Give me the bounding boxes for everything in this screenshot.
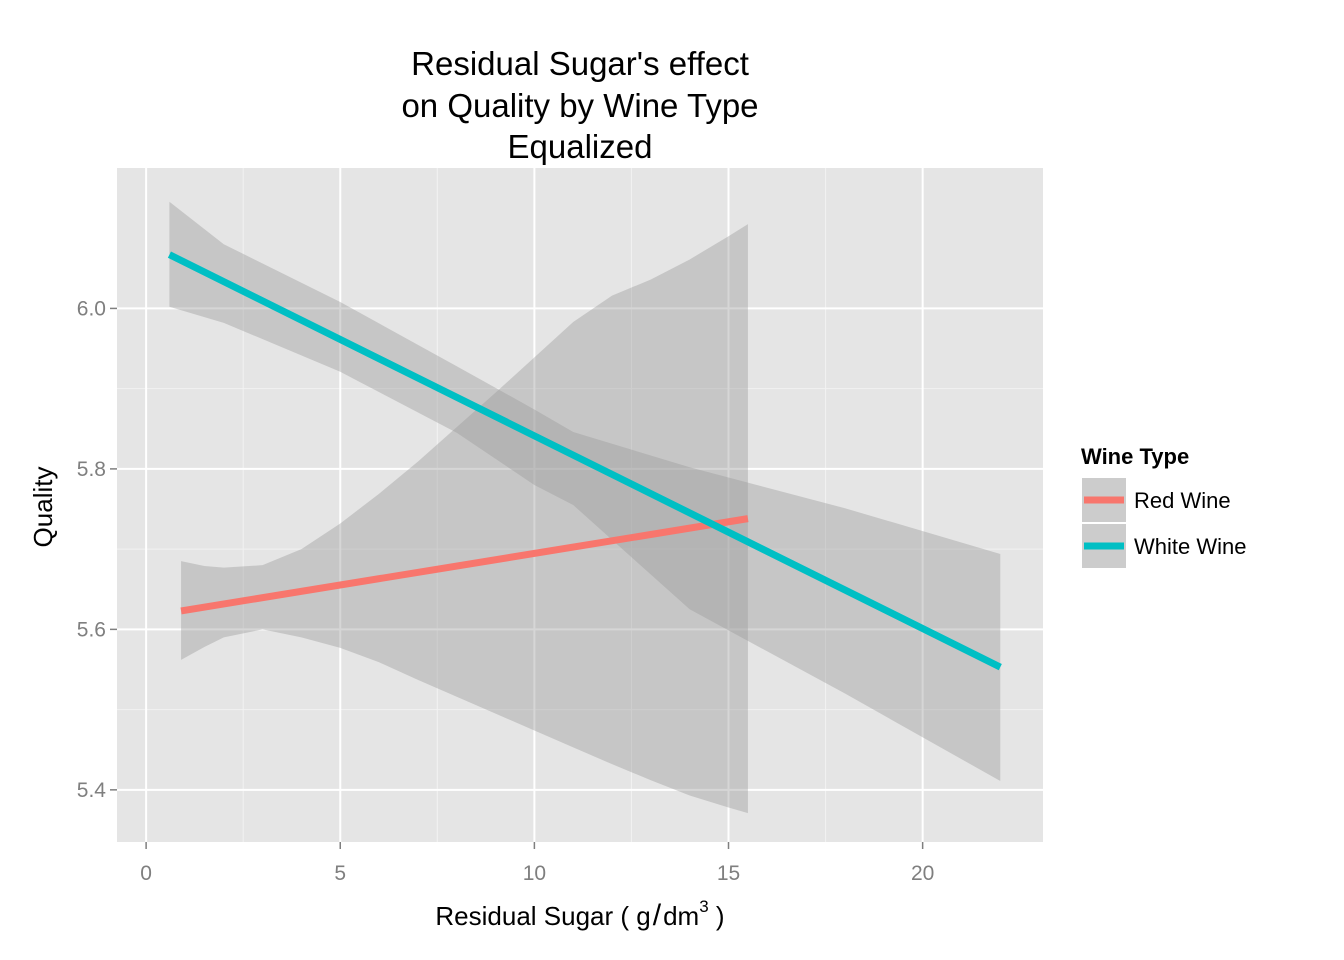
chart-title-line-1: Residual Sugar's effect: [411, 45, 749, 82]
legend-title: Wine Type: [1081, 444, 1189, 469]
chart-title-line-3: Equalized: [508, 128, 653, 165]
y-axis-ticks: 5.4 5.6 5.8 6.0: [77, 297, 117, 802]
legend-keys: Red Wine White Wine: [1080, 476, 1246, 570]
series-line: [180, 515, 749, 615]
confidence-band: [181, 224, 748, 814]
x-axis-title-unit: dm: [663, 901, 699, 931]
chart-title-line-2: on Quality by Wine Type: [401, 87, 758, 124]
legend: Wine Type Red Wine White Wine: [1080, 444, 1246, 570]
y-tick-label: 6.0: [77, 297, 106, 320]
legend-label: Red Wine: [1134, 488, 1231, 513]
y-tick-label: 5.6: [77, 618, 106, 641]
chart-title: Residual Sugar's effect on Quality by Wi…: [401, 45, 758, 165]
y-tick-label: 5.8: [77, 458, 106, 481]
y-axis-title: Quality: [28, 467, 58, 548]
y-tick-label: 5.4: [77, 779, 107, 802]
x-axis-title-close: ): [709, 901, 725, 931]
series-line: [167, 251, 1002, 671]
regression-lines: [167, 251, 1002, 671]
x-tick-label: 0: [140, 862, 152, 885]
x-axis-ticks: 0 5 10 15 20: [140, 842, 934, 885]
x-tick-label: 10: [523, 862, 546, 885]
x-tick-label: 20: [911, 862, 934, 885]
x-axis-title: Residual Sugar ( g/dm3 ): [435, 897, 724, 932]
legend-label: White Wine: [1134, 534, 1246, 559]
x-axis-title-main: Residual Sugar ( g: [435, 901, 650, 931]
x-tick-label: 15: [717, 862, 740, 885]
confidence-band: [169, 201, 1001, 782]
confidence-bands: [169, 201, 1001, 814]
x-axis-title-slash: /: [653, 899, 662, 932]
x-axis-title-superscript: 3: [699, 897, 708, 916]
x-tick-label: 5: [334, 862, 346, 885]
plot-panel: [117, 168, 1043, 842]
